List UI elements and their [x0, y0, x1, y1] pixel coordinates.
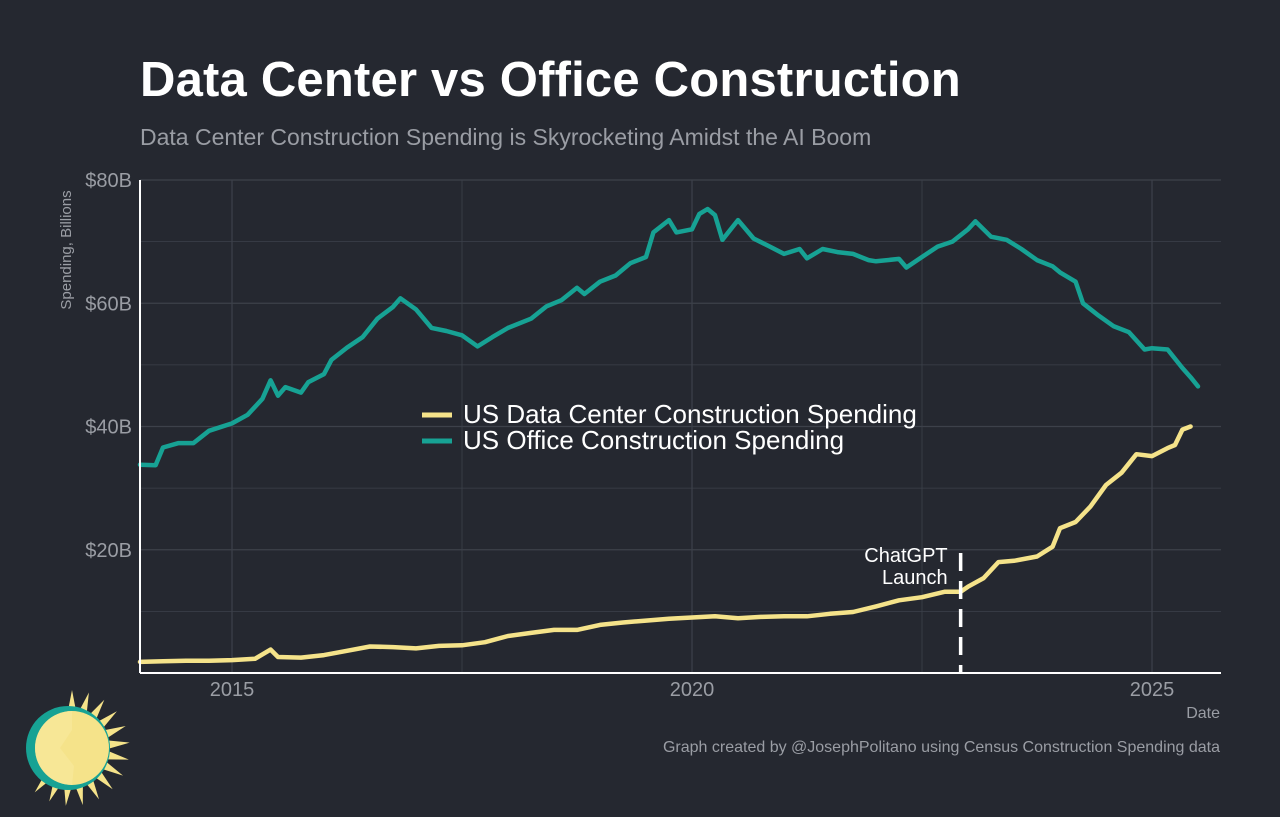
sun-ray — [101, 761, 123, 776]
sun-logo-icon — [26, 690, 130, 806]
annotation-label-line2: Launch — [882, 567, 948, 589]
x-tick-label: 2015 — [210, 679, 255, 701]
y-axis-label: Spending, Billions — [58, 190, 75, 309]
legend: US Data Center Construction Spending US … — [422, 399, 917, 455]
y-tick-label: $20B — [85, 540, 132, 562]
y-tick-label: $60B — [85, 293, 132, 315]
x-axis-label: Date — [1186, 705, 1220, 722]
x-tick-label: 2020 — [670, 679, 715, 701]
y-tick-label: $40B — [85, 417, 132, 439]
tick-labels: $20B $40B $60B $80B 2015 2020 2025 — [85, 170, 1174, 701]
office-series-line — [137, 206, 1201, 468]
grid-lines — [140, 179, 1221, 673]
sun-ray — [106, 750, 129, 760]
x-tick-label: 2025 — [1130, 679, 1175, 701]
source-caption: Graph created by @JosephPolitano using C… — [662, 739, 1220, 756]
y-tick-label: $80B — [85, 170, 132, 192]
legend-label-office: US Office Construction Spending — [463, 425, 844, 455]
sun-ray — [107, 740, 130, 749]
legend-label-data-center: US Data Center Construction Spending — [463, 399, 917, 429]
data-center-series-line — [137, 424, 1193, 665]
sun-ray — [103, 726, 126, 739]
chatgpt-annotation: ChatGPT Launch — [864, 545, 963, 673]
chart-subtitle: Data Center Construction Spending is Sky… — [140, 124, 872, 150]
chart-title: Data Center vs Office Construction — [140, 53, 961, 107]
annotation-label-line1: ChatGPT — [864, 545, 947, 567]
series-lines — [137, 206, 1201, 665]
